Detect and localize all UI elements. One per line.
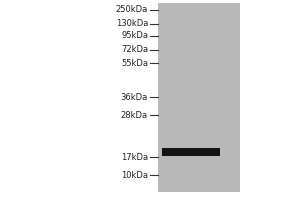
Text: 28kDa: 28kDa [121, 110, 148, 119]
Text: 17kDa: 17kDa [121, 152, 148, 162]
Text: 130kDa: 130kDa [116, 20, 148, 28]
Text: 36kDa: 36kDa [121, 92, 148, 102]
Text: 95kDa: 95kDa [121, 31, 148, 40]
Text: 250kDa: 250kDa [116, 5, 148, 15]
Text: 55kDa: 55kDa [121, 58, 148, 68]
Text: 10kDa: 10kDa [121, 170, 148, 180]
Text: 72kDa: 72kDa [121, 46, 148, 54]
